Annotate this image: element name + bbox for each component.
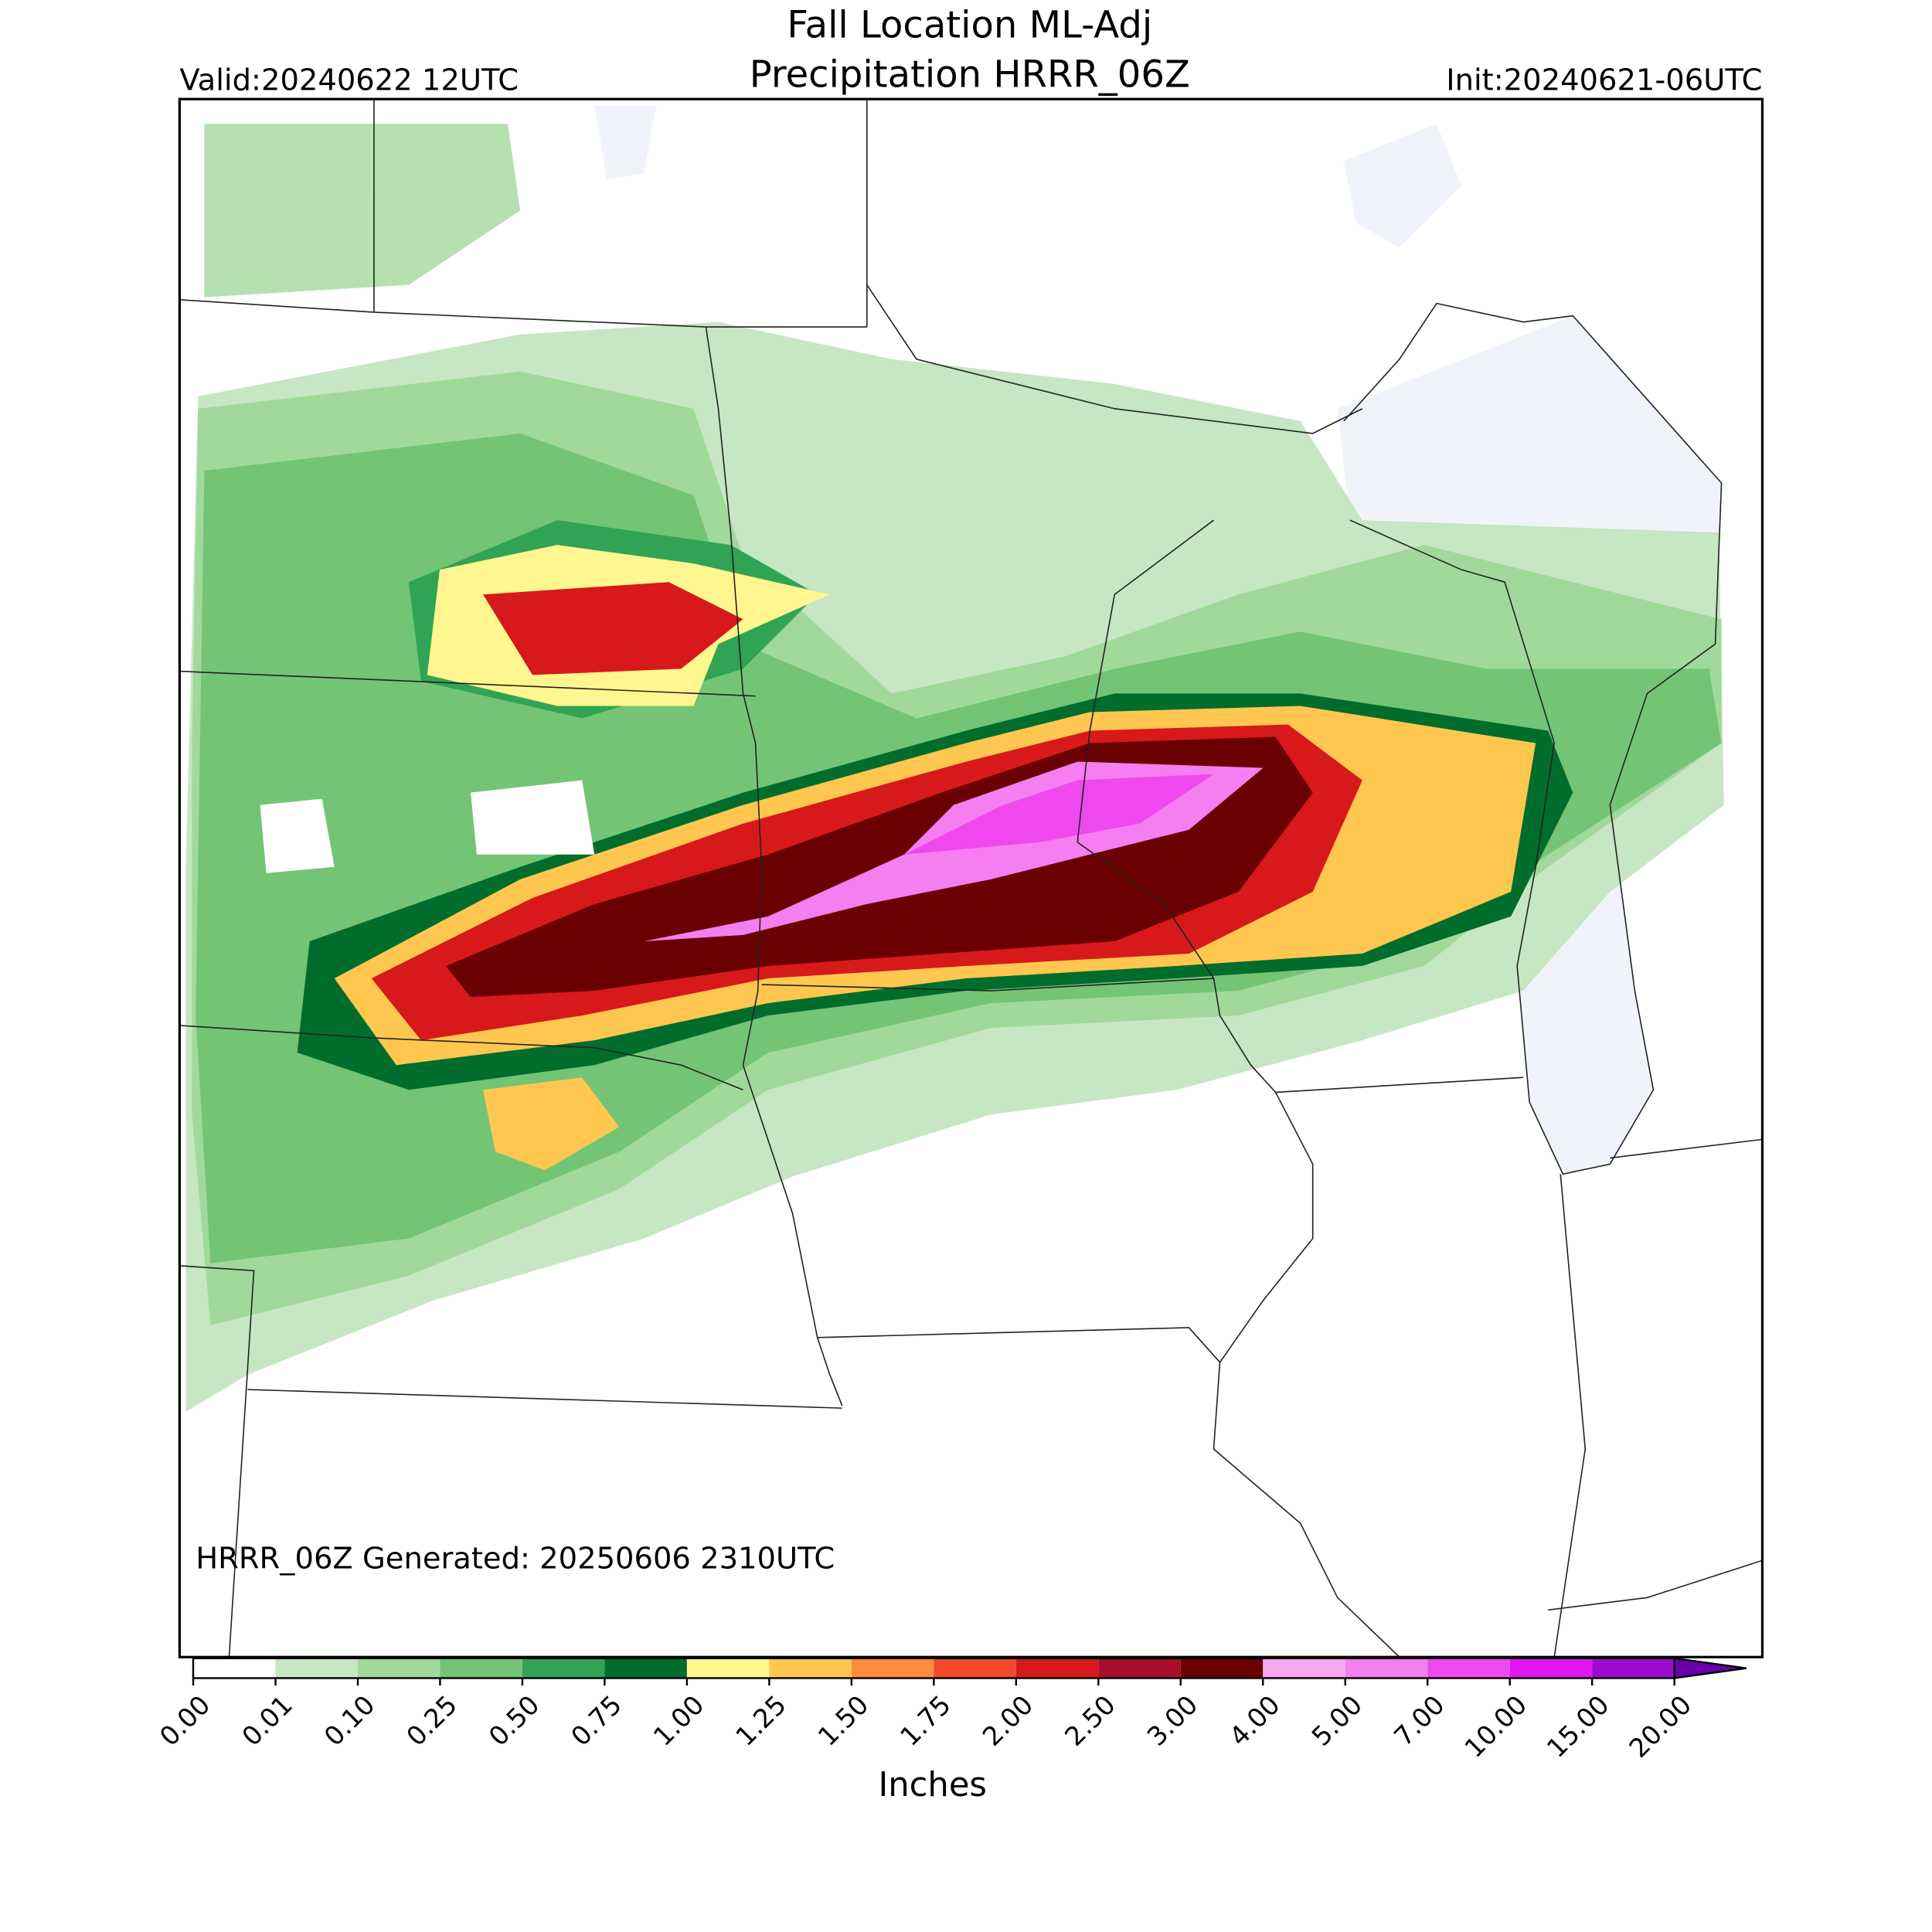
state-border (179, 99, 868, 328)
colorbar-segment (1098, 1658, 1181, 1679)
map: HRRR_06Z Generated: 20250606 2310UTC (178, 97, 1764, 1658)
footnote: HRRR_06Z Generated: 20250606 2310UTC (196, 1542, 835, 1577)
precip-area (483, 1077, 620, 1171)
precip-gap (260, 780, 595, 873)
colorbar-segment (934, 1658, 1016, 1679)
subtitle: Precipitation HRRR_06Z (750, 53, 1190, 96)
colorbar-tick-label: 0.00 (154, 1689, 216, 1752)
colorbar-extension (1673, 1657, 1747, 1679)
colorbar-segment (1015, 1658, 1099, 1679)
init-time: Init:20240621-06UTC (1446, 63, 1762, 97)
precip-area (204, 124, 521, 298)
colorbar-segment (440, 1658, 522, 1679)
colorbar-segment (357, 1658, 440, 1679)
colorbar-segment (769, 1658, 852, 1679)
colorbar-tick-label: 1.25 (730, 1689, 792, 1752)
colorbar-tick-label: 1.50 (812, 1689, 875, 1752)
colorbar-tick-label: 1.75 (894, 1689, 957, 1752)
colorbar-tick-label: 2.50 (1059, 1689, 1121, 1752)
precip-area (483, 582, 743, 675)
colorbar-tick-label: 2.00 (977, 1689, 1039, 1752)
colorbar-tick-label: 4.00 (1223, 1689, 1286, 1752)
valid-time: Valid:20240622 12UTC (179, 63, 519, 97)
colorbar-tick-label: 0.01 (236, 1689, 299, 1752)
colorbar-tick-label: 5.00 (1306, 1689, 1369, 1752)
lake (594, 105, 657, 180)
colorbar-tick-label: 10.00 (1459, 1689, 1533, 1764)
colorbar-segment (522, 1658, 605, 1679)
colorbar-segment (604, 1658, 687, 1679)
title: Fall Location ML-Adj (787, 3, 1152, 46)
colorbar-tick-label: 15.00 (1541, 1689, 1615, 1764)
state-border (179, 670, 1400, 1658)
state-border (1219, 1092, 1763, 1658)
colorbar-tick-label: 20.00 (1624, 1689, 1698, 1764)
colorbar-segment (686, 1658, 770, 1679)
colorbar-tick-label: 0.75 (565, 1689, 628, 1752)
colorbar-segment (193, 1658, 276, 1679)
colorbar-segment (1180, 1658, 1264, 1679)
colorbar-segment (1509, 1658, 1593, 1679)
colorbar-segment (1592, 1658, 1675, 1679)
colorbar-label: Inches (878, 1766, 987, 1804)
colorbar-tick-label: 3.00 (1141, 1689, 1204, 1752)
colorbar-segment (1345, 1658, 1428, 1679)
colorbar-segment (851, 1658, 934, 1679)
state-border (761, 284, 1524, 1094)
map-frame (178, 97, 1764, 1658)
colorbar: 0.00 0.01 0.10 0.25 0.50 0.75 1.00 1.25 1.50 1.75… (154, 1657, 1747, 1764)
colorbar-segment (275, 1658, 358, 1679)
colorbar-tick-label: 0.25 (401, 1689, 464, 1752)
colorbar-tick-label: 0.50 (483, 1689, 546, 1752)
colorbar-tick-label: 7.00 (1388, 1689, 1451, 1752)
lake-shore (1343, 302, 1723, 1175)
colorbar-tick-label: 1.00 (648, 1689, 710, 1752)
precip-area (903, 774, 1214, 855)
lake (1343, 124, 1462, 248)
colorbar-segment (1263, 1658, 1345, 1679)
colorbar-segment (1427, 1658, 1510, 1679)
colorbar-tick-label: 0.10 (318, 1689, 381, 1752)
